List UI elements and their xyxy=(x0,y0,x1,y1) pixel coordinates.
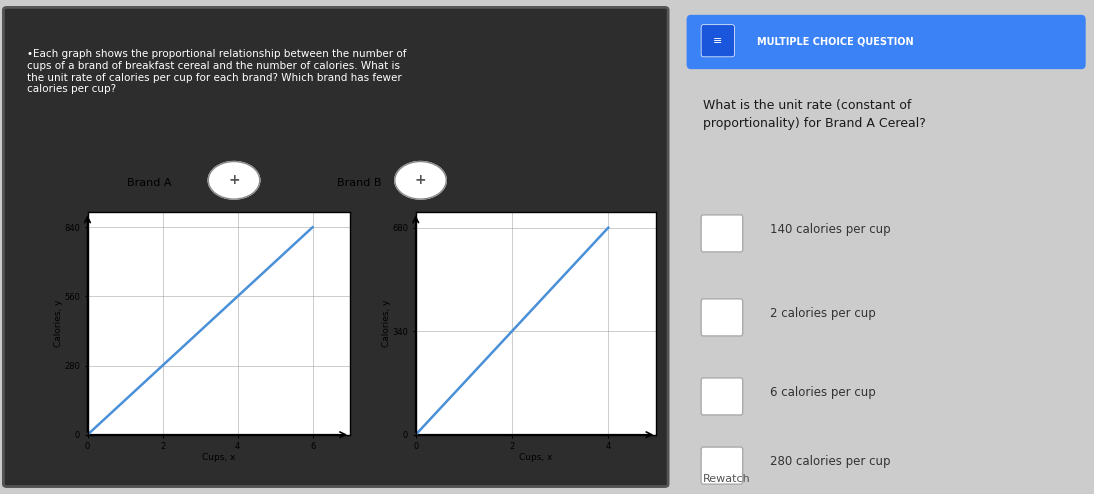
Text: MULTIPLE CHOICE QUESTION: MULTIPLE CHOICE QUESTION xyxy=(757,36,913,46)
Text: 6 calories per cup: 6 calories per cup xyxy=(770,386,875,399)
FancyBboxPatch shape xyxy=(701,215,743,252)
FancyBboxPatch shape xyxy=(3,7,668,487)
Text: What is the unit rate (constant of
proportionality) for Brand A Cereal?: What is the unit rate (constant of propo… xyxy=(703,99,927,130)
X-axis label: Cups, x: Cups, x xyxy=(520,453,552,462)
FancyBboxPatch shape xyxy=(701,299,743,336)
Circle shape xyxy=(208,162,259,199)
FancyBboxPatch shape xyxy=(701,25,734,57)
Circle shape xyxy=(395,162,446,199)
Text: 140 calories per cup: 140 calories per cup xyxy=(770,223,891,236)
X-axis label: Cups, x: Cups, x xyxy=(202,453,235,462)
Text: Rewatch: Rewatch xyxy=(703,474,750,484)
Text: 280 calories per cup: 280 calories per cup xyxy=(770,455,891,468)
Text: 2 calories per cup: 2 calories per cup xyxy=(770,307,875,320)
Y-axis label: Calories, y: Calories, y xyxy=(54,300,62,347)
Text: •Each graph shows the proportional relationship between the number of
cups of a : •Each graph shows the proportional relat… xyxy=(27,49,407,94)
Text: Brand A: Brand A xyxy=(127,178,172,188)
FancyBboxPatch shape xyxy=(701,447,743,484)
FancyBboxPatch shape xyxy=(687,15,1085,69)
Text: Brand B: Brand B xyxy=(337,178,382,188)
Y-axis label: Calories, y: Calories, y xyxy=(382,300,391,347)
Text: ≡: ≡ xyxy=(713,36,722,46)
Text: +: + xyxy=(229,173,240,187)
FancyBboxPatch shape xyxy=(701,378,743,415)
Text: +: + xyxy=(415,173,427,187)
